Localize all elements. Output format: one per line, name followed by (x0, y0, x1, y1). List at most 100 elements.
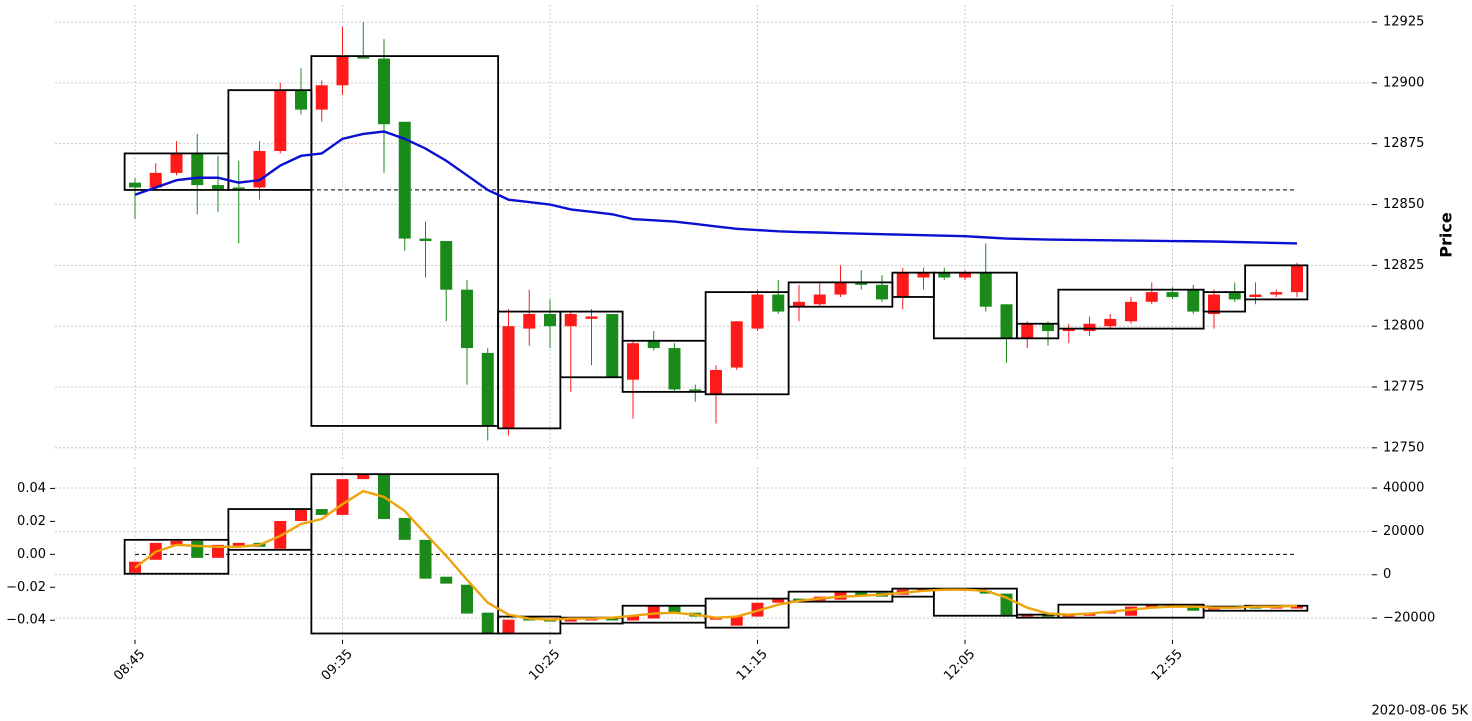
candle-body (1291, 265, 1303, 293)
candle-body (440, 241, 453, 290)
candle-body (1166, 292, 1179, 297)
candle-body (170, 540, 183, 545)
candle-body (689, 389, 702, 392)
candle-body (1104, 318, 1117, 327)
candle-body (1208, 294, 1220, 315)
candle-body (232, 542, 245, 546)
candle-body (1249, 294, 1262, 297)
candle-body (170, 153, 183, 173)
candle-body (959, 272, 971, 278)
candle-body (274, 90, 287, 151)
range-box (123, 538, 230, 575)
candle-body (793, 301, 805, 307)
candle-body (357, 56, 370, 59)
candle-body (668, 348, 681, 390)
candle-body (1125, 301, 1137, 322)
candle-body (419, 539, 432, 579)
candle-body (1021, 614, 1034, 617)
candle-body (336, 56, 349, 86)
candle-body (1062, 328, 1075, 332)
range-box (704, 597, 790, 629)
range-box (497, 615, 562, 635)
candle-body (191, 153, 204, 186)
candle-body (544, 314, 556, 327)
y2-tick-label: 0 (1383, 567, 1391, 582)
candle-body (315, 85, 328, 110)
candle-body (606, 617, 619, 621)
candle-body (440, 576, 453, 584)
candle-body (564, 314, 577, 327)
candle-body (896, 272, 909, 297)
range-box (932, 271, 1018, 340)
candle-body (378, 58, 390, 125)
candle-body (461, 289, 473, 349)
candle-body (834, 282, 847, 295)
x-tick-label: 08:45 (111, 647, 148, 684)
candle-body (1125, 606, 1137, 616)
candle-body (730, 321, 743, 368)
y-tick-label: 12750 (1383, 440, 1424, 455)
annotation: 2020-08-06 5K (1372, 704, 1469, 719)
candle-body (523, 314, 536, 329)
y-tick-label: 12900 (1383, 75, 1424, 90)
y-tick-label: 0.00 (17, 547, 46, 562)
candle-body (979, 590, 992, 594)
line-series (134, 489, 1298, 621)
range-box (1015, 322, 1060, 340)
candle-body (212, 185, 224, 190)
candle-body (502, 619, 515, 634)
y-tick-label: −0.04 (6, 613, 46, 628)
candle-body (129, 182, 141, 188)
candle-body (730, 616, 743, 626)
y-tick-label: 12875 (1383, 136, 1424, 151)
x-tick-label: 12:05 (941, 647, 978, 684)
candle-body (481, 612, 494, 634)
candle-body (419, 238, 432, 242)
y-tick-label: 0.04 (17, 481, 46, 496)
candle-body (481, 352, 494, 426)
candle-body (461, 584, 473, 614)
range-box (1202, 291, 1247, 313)
candle-body (398, 121, 411, 239)
candle-body (855, 591, 868, 596)
candle-body (1021, 323, 1034, 339)
y-tick-label: −0.02 (6, 580, 46, 595)
x-tick-label: 10:25 (526, 647, 563, 684)
range-box (704, 291, 790, 396)
candle-body (917, 272, 930, 278)
candle-body (647, 605, 660, 619)
y-tick-label: 0.02 (17, 514, 46, 529)
x-tick-label: 09:35 (319, 647, 356, 684)
candle-body (1145, 604, 1158, 608)
y-tick-label: 12925 (1383, 15, 1424, 30)
candle-body (1000, 304, 1013, 339)
candle-body (1042, 323, 1054, 332)
y2-tick-label: 20000 (1383, 524, 1424, 539)
candle-body (668, 605, 681, 613)
candle-body (876, 284, 888, 300)
line-series (134, 130, 1298, 245)
candle-body (855, 282, 868, 285)
candle-body (1228, 292, 1241, 300)
candle-body (253, 150, 266, 188)
y2-tick-label: 40000 (1383, 481, 1424, 496)
y-tick-label: 12800 (1383, 319, 1424, 334)
candle-body (315, 509, 328, 515)
y-axis-label: Price (1437, 212, 1456, 258)
y-tick-label: 12850 (1383, 197, 1424, 212)
candle-body (232, 187, 245, 190)
candle-body (1270, 292, 1283, 295)
range-box (1244, 264, 1309, 301)
candle-body (1187, 289, 1200, 312)
candle-body (336, 479, 349, 515)
candle-body (772, 598, 785, 603)
candle-body (979, 272, 992, 307)
candle-body (1291, 605, 1303, 609)
y2-tick-label: −20000 (1383, 611, 1435, 626)
candle-body (1083, 323, 1096, 332)
candle-body (1187, 605, 1200, 611)
candle-body (502, 326, 515, 429)
candle-body (772, 294, 785, 312)
